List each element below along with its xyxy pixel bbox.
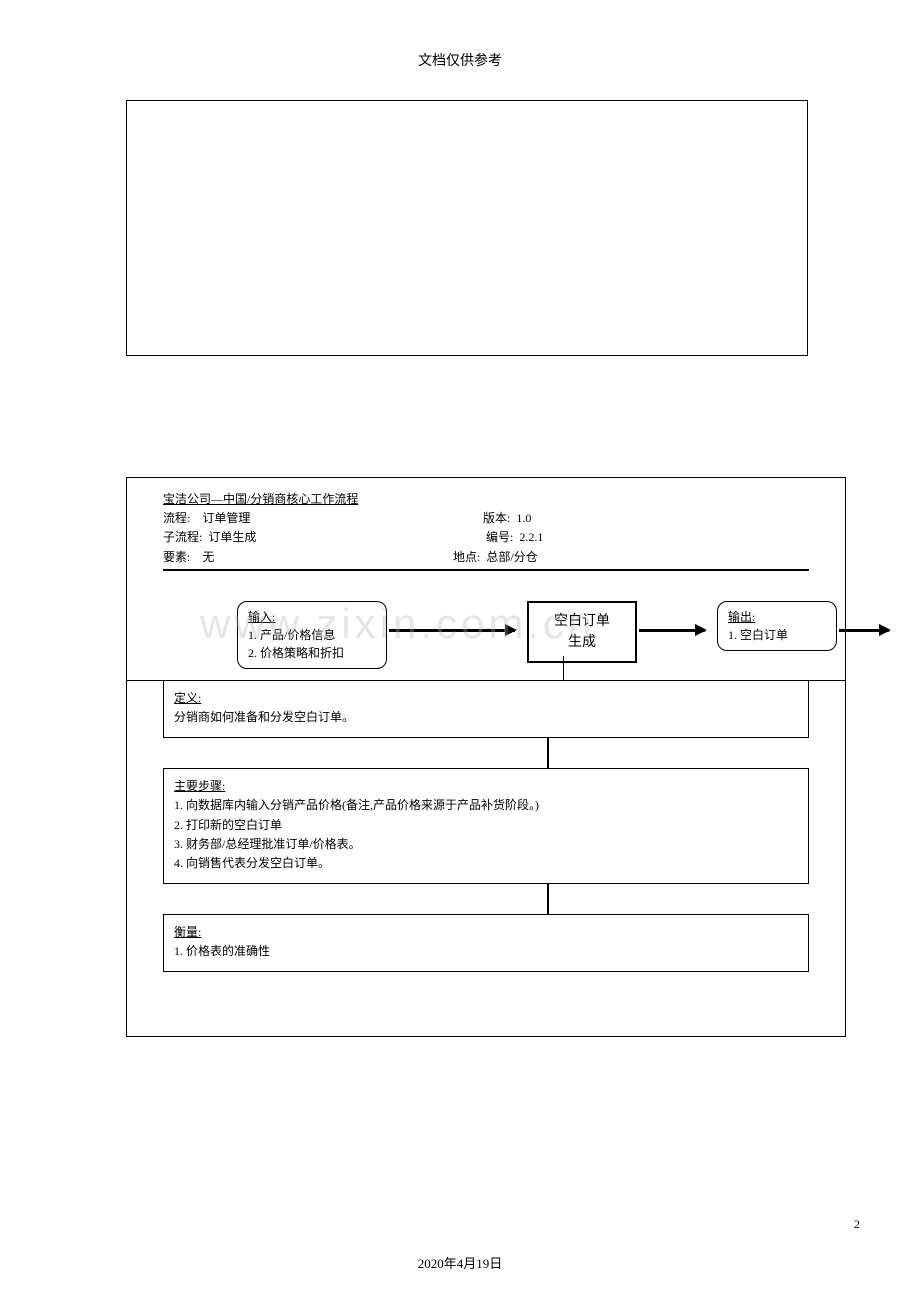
process-line-2: 生成 — [535, 632, 629, 653]
code-value: 2.2.1 — [519, 530, 543, 544]
measure-section: 衡量: 1. 价格表的准确性 — [163, 914, 809, 972]
subprocess-label: 子流程: — [163, 530, 202, 544]
process-value: 订单管理 — [202, 511, 250, 525]
definition-text: 分销商如何准备和分发空白订单。 — [174, 708, 798, 727]
location-label: 地点: — [453, 550, 480, 564]
location-value: 总部/分仓 — [486, 550, 537, 564]
measure-text: 1. 价格表的准确性 — [174, 942, 798, 961]
connector-line — [547, 738, 549, 768]
footer-date: 2020年4月19日 — [0, 1253, 920, 1272]
input-label: 输入: — [248, 608, 376, 626]
meta-divider — [163, 569, 809, 571]
definition-label: 定义: — [174, 689, 798, 708]
meta-section: 宝洁公司—中国/分销商核心工作流程 流程: 订单管理 版本: 1.0 子流程: … — [127, 478, 845, 581]
flow-section: 输入: 1. 产品/价格信息 2. 价格策略和折扣 空白订单 生成 输出: 1.… — [127, 581, 845, 681]
process-label: 流程: — [163, 511, 190, 525]
flow-output-box: 输出: 1. 空白订单 — [717, 601, 837, 651]
output-line-1: 1. 空白订单 — [728, 626, 826, 644]
page-number: 2 — [854, 1217, 860, 1232]
definition-section: 定义: 分销商如何准备和分发空白订单。 — [163, 681, 809, 738]
element-value: 无 — [202, 550, 214, 564]
gap-connector — [127, 738, 845, 768]
flowchart-container: 宝洁公司—中国/分销商核心工作流程 流程: 订单管理 版本: 1.0 子流程: … — [126, 477, 846, 1037]
arrow-icon — [389, 629, 515, 632]
meta-title: 宝洁公司—中国/分销商核心工作流程 — [163, 490, 809, 509]
element-label: 要素: — [163, 550, 190, 564]
steps-label: 主要步骤: — [174, 777, 798, 796]
steps-section: 主要步骤: 1. 向数据库内输入分销产品价格(备注,产品价格来源于产品补货阶段。… — [163, 768, 809, 884]
input-line-2: 2. 价格策略和折扣 — [248, 644, 376, 662]
subprocess-value: 订单生成 — [208, 530, 256, 544]
step-1: 1. 向数据库内输入分销产品价格(备注,产品价格来源于产品补货阶段。) — [174, 796, 798, 815]
flow-process-box: 空白订单 生成 — [527, 601, 637, 663]
step-3: 3. 财务部/总经理批准订单/价格表。 — [174, 835, 798, 854]
page-header: 文档仅供参考 — [0, 50, 920, 70]
input-line-1: 1. 产品/价格信息 — [248, 626, 376, 644]
arrow-icon — [639, 629, 705, 632]
empty-frame — [126, 100, 808, 356]
code-label: 编号: — [486, 530, 513, 544]
step-4: 4. 向销售代表分发空白订单。 — [174, 854, 798, 873]
version-value: 1.0 — [516, 511, 531, 525]
measure-label: 衡量: — [174, 923, 798, 942]
arrow-icon — [839, 629, 889, 632]
version-label: 版本: — [483, 511, 510, 525]
process-line-1: 空白订单 — [535, 611, 629, 632]
flow-input-box: 输入: 1. 产品/价格信息 2. 价格策略和折扣 — [237, 601, 387, 669]
gap-connector — [127, 884, 845, 914]
step-2: 2. 打印新的空白订单 — [174, 816, 798, 835]
connector-line — [563, 656, 564, 681]
connector-line — [547, 884, 549, 914]
output-label: 输出: — [728, 608, 826, 626]
